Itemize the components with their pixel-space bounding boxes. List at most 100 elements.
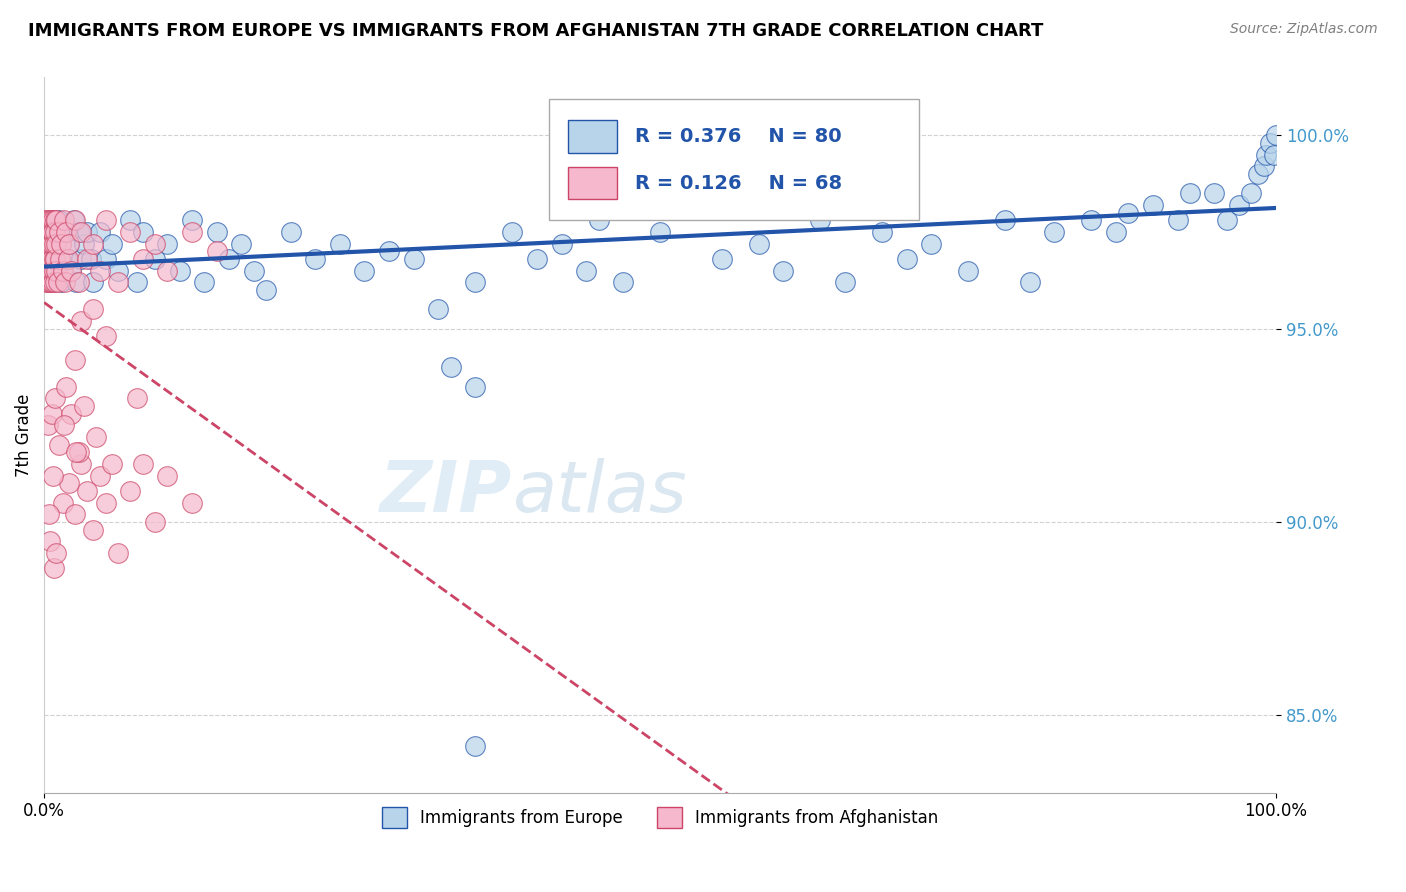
Point [1116,206,1139,220]
Point [957,264,980,278]
Point [37,252,59,267]
Point [329,236,352,251]
Point [1018,276,1040,290]
Point [181,496,204,510]
Point [82,236,104,251]
Point [53,276,76,290]
Point [42,213,65,227]
Point [45,264,67,278]
Point [143,252,166,267]
Point [107,264,129,278]
Point [131,457,153,471]
Point [156,264,179,278]
Point [131,252,153,267]
Point [65,445,87,459]
Point [42,225,65,239]
Point [52,213,75,227]
Point [76,484,98,499]
Point [60,407,83,421]
Point [89,225,111,239]
Point [63,352,86,367]
Point [748,236,770,251]
Point [254,283,277,297]
Point [55,252,77,267]
Point [60,264,83,278]
Point [44,252,66,267]
Point [45,213,67,227]
Point [1142,198,1164,212]
Point [44,213,66,227]
Point [1253,160,1275,174]
Point [120,484,142,499]
Point [35,225,58,239]
Point [34,276,56,290]
Point [920,236,942,251]
Point [76,225,98,239]
Point [834,276,856,290]
Point [107,546,129,560]
Point [156,236,179,251]
Point [60,264,83,278]
Point [181,213,204,227]
Point [218,252,240,267]
Point [72,399,94,413]
Point [612,276,634,290]
Point [464,739,486,754]
Point [42,276,65,290]
Point [52,264,75,278]
Point [41,264,63,278]
Point [526,252,548,267]
Point [63,213,86,227]
Point [56,252,79,267]
Point [72,236,94,251]
Point [94,329,117,343]
Point [143,236,166,251]
Point [70,457,93,471]
Point [82,302,104,317]
Point [45,546,67,560]
Point [156,468,179,483]
Point [575,264,598,278]
Point [427,302,450,317]
Point [41,407,63,421]
Point [51,276,73,290]
Point [125,392,148,406]
FancyBboxPatch shape [568,167,617,199]
Point [58,476,80,491]
Point [205,225,228,239]
Point [1265,128,1288,143]
Point [44,276,66,290]
Point [82,276,104,290]
Point [101,457,124,471]
Point [120,213,142,227]
Point [280,225,302,239]
Point [67,225,90,239]
Point [39,252,62,267]
Point [39,264,62,278]
Point [107,276,129,290]
Point [42,225,65,239]
Point [67,276,90,290]
Legend: Immigrants from Europe, Immigrants from Afghanistan: Immigrants from Europe, Immigrants from … [375,801,945,834]
Point [120,225,142,239]
Point [39,213,62,227]
Point [46,276,69,290]
Point [41,236,63,251]
Point [1256,147,1278,161]
Point [42,252,65,267]
Point [181,225,204,239]
Point [48,213,70,227]
Point [37,236,59,251]
Point [37,276,59,290]
Point [501,225,523,239]
Point [94,252,117,267]
Y-axis label: 7th Grade: 7th Grade [15,393,32,476]
Point [1105,225,1128,239]
Point [38,264,60,278]
Point [870,225,893,239]
Point [464,380,486,394]
Point [63,508,86,522]
Point [464,276,486,290]
Point [440,360,463,375]
Point [38,276,60,290]
